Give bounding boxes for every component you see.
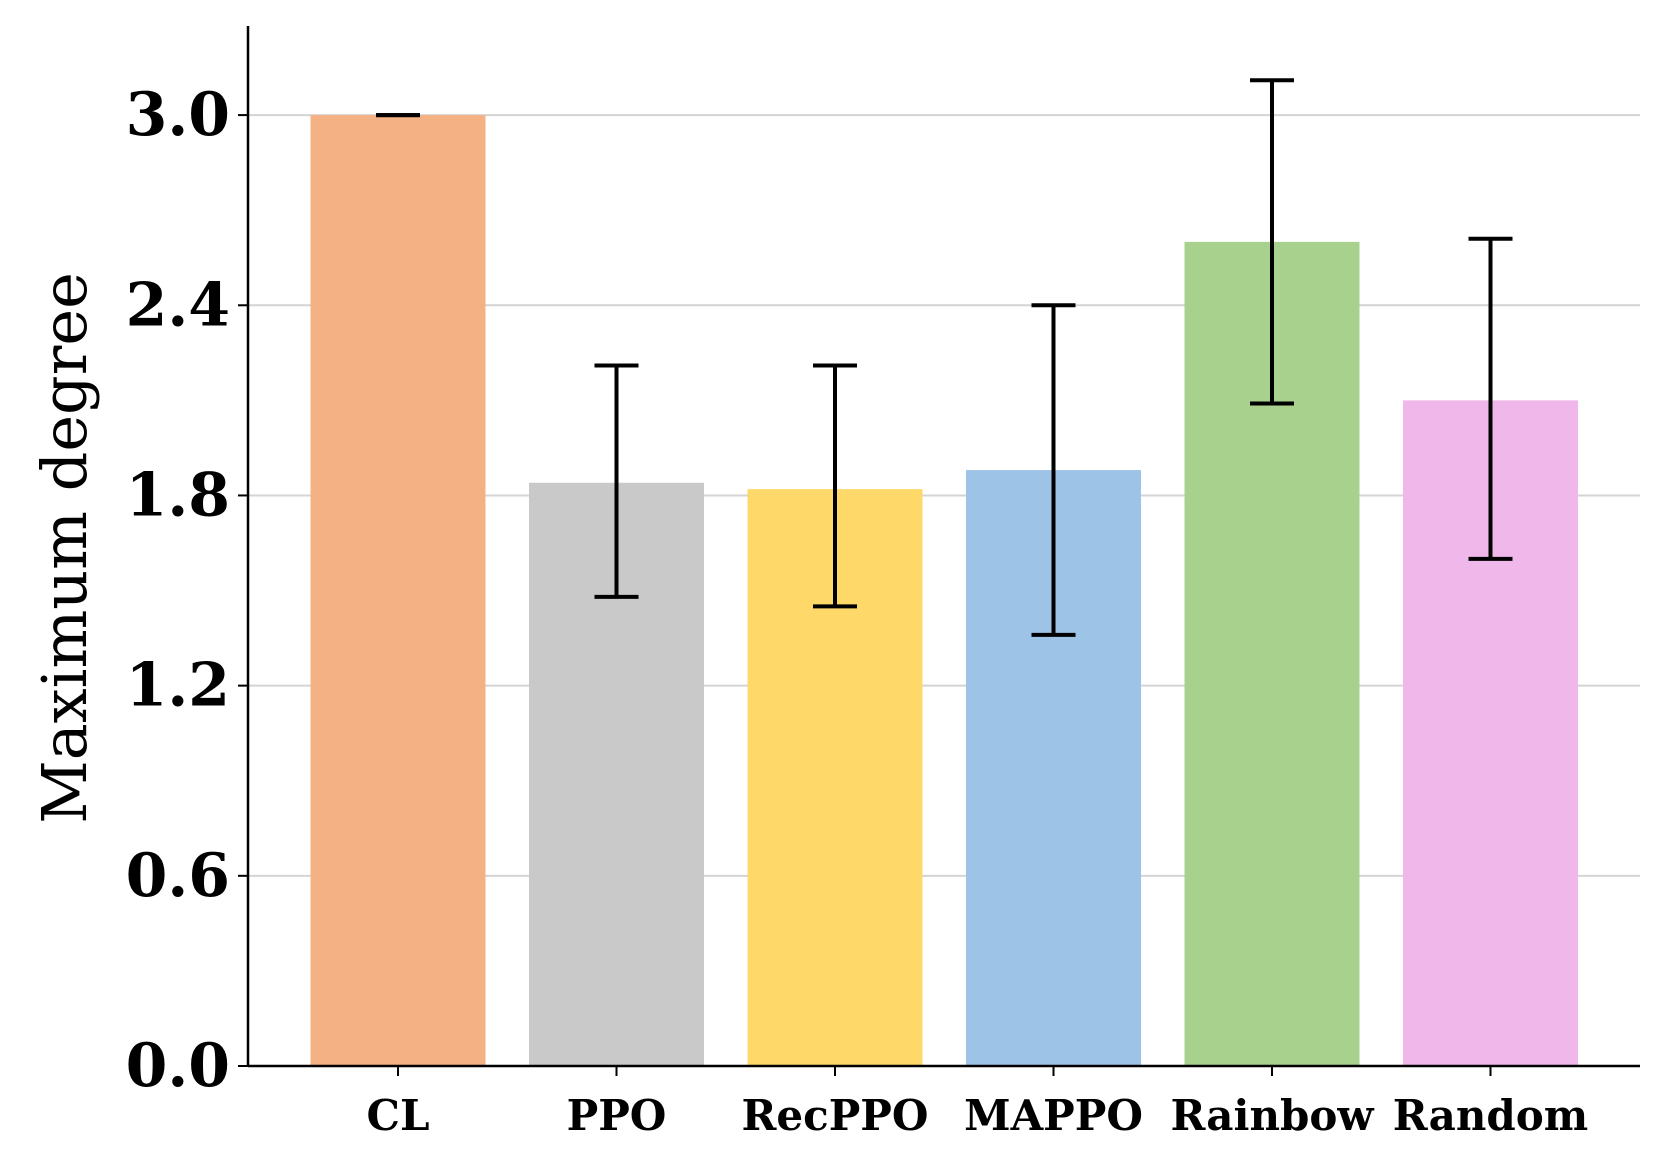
x-tick-label: MAPPO: [964, 1091, 1143, 1140]
y-tick-label: 0.0: [126, 1031, 230, 1101]
y-tick-label: 2.4: [126, 270, 230, 340]
tick-labels: 0.0 0.6 1.2 1.8 2.4 3.0 CL PPO RecPPO MAPPO Rainbo…: [126, 80, 1589, 1140]
x-tick-label: Random: [1393, 1091, 1588, 1140]
x-tick-label: RecPPO: [742, 1091, 929, 1140]
x-tick-label: Rainbow: [1170, 1091, 1374, 1140]
bar-cl: [310, 115, 486, 1066]
y-tick-label: 1.2: [126, 651, 230, 721]
x-tick-label: PPO: [567, 1091, 667, 1140]
y-axis-title: Maximum degree: [28, 272, 101, 824]
y-tick-label: 1.8: [126, 460, 230, 530]
error-bars: [376, 78, 1513, 637]
bars: [310, 115, 1578, 1067]
x-tick-label: CL: [367, 1091, 430, 1140]
axes: [238, 26, 1640, 1076]
y-tick-label: 3.0: [126, 80, 230, 150]
y-tick-label: 0.6: [126, 841, 230, 911]
